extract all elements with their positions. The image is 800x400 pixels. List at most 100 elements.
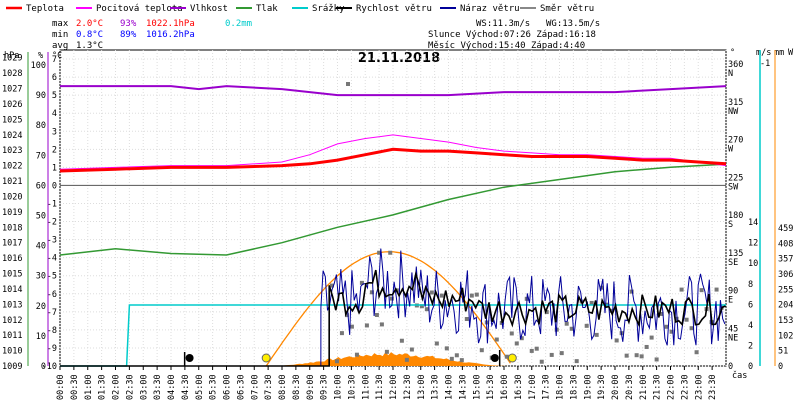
tick-c: -9 <box>47 344 57 354</box>
x-tick-label: 14:30 <box>458 374 468 400</box>
wind-speed-line <box>60 269 726 367</box>
stat-max-label: max <box>52 19 69 29</box>
wind-dir-point <box>364 323 369 328</box>
tick-c: 0 <box>52 181 57 191</box>
axis-hpa-unit: hPa <box>4 51 19 61</box>
stat-rain: 0.2mm <box>225 19 252 29</box>
x-tick-label: 16:30 <box>514 374 524 400</box>
wind-dir-point <box>509 331 514 336</box>
tick-dir: E <box>728 296 733 306</box>
tick-hpa: 1010 <box>2 347 22 357</box>
tick-w: 306 <box>778 270 793 280</box>
wind-dir-point <box>404 357 409 362</box>
tick-dir: W <box>728 145 734 155</box>
tick-c: -3 <box>47 236 57 246</box>
solar-layer <box>265 251 513 367</box>
tick-hpa: 1021 <box>2 177 22 187</box>
legend-wind-speed: Rychlost větru <box>356 4 432 14</box>
x-tick-label: 02:30 <box>125 374 135 400</box>
left-axes: hPa% °C1029102810271026102510241023102210… <box>2 51 62 372</box>
tick-hpa: 1012 <box>2 316 22 326</box>
wind-gust-line <box>60 248 726 367</box>
wind-dir-point <box>349 324 354 329</box>
tick-c: 5 <box>52 91 57 101</box>
tick-w: 255 <box>778 285 793 295</box>
x-tick-label: 19:30 <box>597 374 607 400</box>
wind-dir-point <box>654 357 659 362</box>
wind-dir-point <box>564 321 569 326</box>
tick-dir: 135 <box>728 249 743 259</box>
x-tick-label: 13:30 <box>431 374 441 400</box>
wind-dir-point <box>419 304 424 309</box>
wind-dir-point <box>464 317 469 322</box>
wind-dir-point <box>634 353 639 358</box>
tick-w: 0 <box>778 362 783 372</box>
tick-dir: NW <box>728 107 739 117</box>
tick-ms: 14 <box>748 218 758 228</box>
wind-dir-point <box>689 326 694 331</box>
wind-dir-point <box>609 308 614 313</box>
tick-pct: 10 <box>36 332 46 342</box>
wind-dir-point <box>409 347 414 352</box>
tick-ms: 2 <box>748 341 753 351</box>
tick-c: -5 <box>47 272 57 282</box>
wind-dir-point <box>339 331 344 336</box>
wind-dir-point <box>574 359 579 364</box>
x-axis-label: čas <box>732 370 747 381</box>
tick-pct: 80 <box>36 121 46 131</box>
wind-dir-point <box>329 283 334 288</box>
feels-like-line <box>59 134 727 170</box>
tick-hpa: 1016 <box>2 254 22 264</box>
x-tick-label: 11:30 <box>375 374 385 400</box>
tick-hpa: 1014 <box>2 285 22 295</box>
tick-c: -2 <box>47 218 57 228</box>
x-tick-label: 21:30 <box>653 374 663 400</box>
info-moon: Měsíc Východ:15:40 Západ:4:40 <box>428 41 585 51</box>
chart-title: 21.11.2018 <box>358 51 440 66</box>
wind-dir-point <box>444 346 449 351</box>
tick-hpa: 1017 <box>2 239 22 249</box>
x-tick-label: 11:00 <box>361 374 371 400</box>
x-tick-label: 06:30 <box>236 374 246 400</box>
wind-dir-point <box>494 337 499 342</box>
x-tick-label: 09:00 <box>306 374 316 400</box>
tick-hpa: 1024 <box>2 131 22 141</box>
wind-dir-point <box>624 353 629 358</box>
wind-dir-point <box>334 359 339 364</box>
tick-dir: 270 <box>728 136 743 146</box>
axis-c-unit: °C <box>52 51 62 61</box>
wind-dir-point <box>699 288 704 293</box>
x-tick-label: 12:30 <box>403 374 413 400</box>
x-tick-label: 10:30 <box>347 374 357 400</box>
x-tick-label: 01:30 <box>98 374 108 400</box>
tick-c: 2 <box>52 145 57 155</box>
x-tick-label: 04:00 <box>167 374 177 400</box>
wind-dir-point <box>514 341 519 346</box>
tick-dir: SW <box>728 182 739 192</box>
wind-dir-point <box>594 332 599 337</box>
x-tick-label: 15:30 <box>486 374 496 400</box>
stat-press-max: 1022.1hPa <box>146 19 195 29</box>
moonrise-icon <box>490 354 499 362</box>
x-tick-label: 17:30 <box>542 374 552 400</box>
wind-dir-point <box>344 313 349 318</box>
wind-dir-point <box>354 352 359 357</box>
x-tick-label: 03:30 <box>153 374 163 400</box>
x-tick-label: 00:00 <box>56 374 66 400</box>
wind-dir-point <box>469 293 474 298</box>
wind-dir-point <box>369 290 374 295</box>
legend-wind-dir: Směr větru <box>540 4 594 14</box>
wind-dir-point <box>664 324 669 329</box>
humidity-line <box>60 85 727 97</box>
x-tick-label: 09:30 <box>320 374 330 400</box>
tick-pct: 100 <box>31 61 46 71</box>
tick-pct: 40 <box>36 242 46 252</box>
x-tick-label: 21:00 <box>639 374 649 400</box>
tick-c: 6 <box>52 73 57 83</box>
info-block: WS:11.3m/s WG:13.5m/s Slunce Východ:07:2… <box>428 19 600 51</box>
wind-dir-point <box>679 287 684 292</box>
stat-hum-max: 93% <box>120 19 137 29</box>
wind-dir-point <box>399 338 404 343</box>
wind-dir-point <box>589 300 594 305</box>
tick-c: -4 <box>47 254 57 264</box>
